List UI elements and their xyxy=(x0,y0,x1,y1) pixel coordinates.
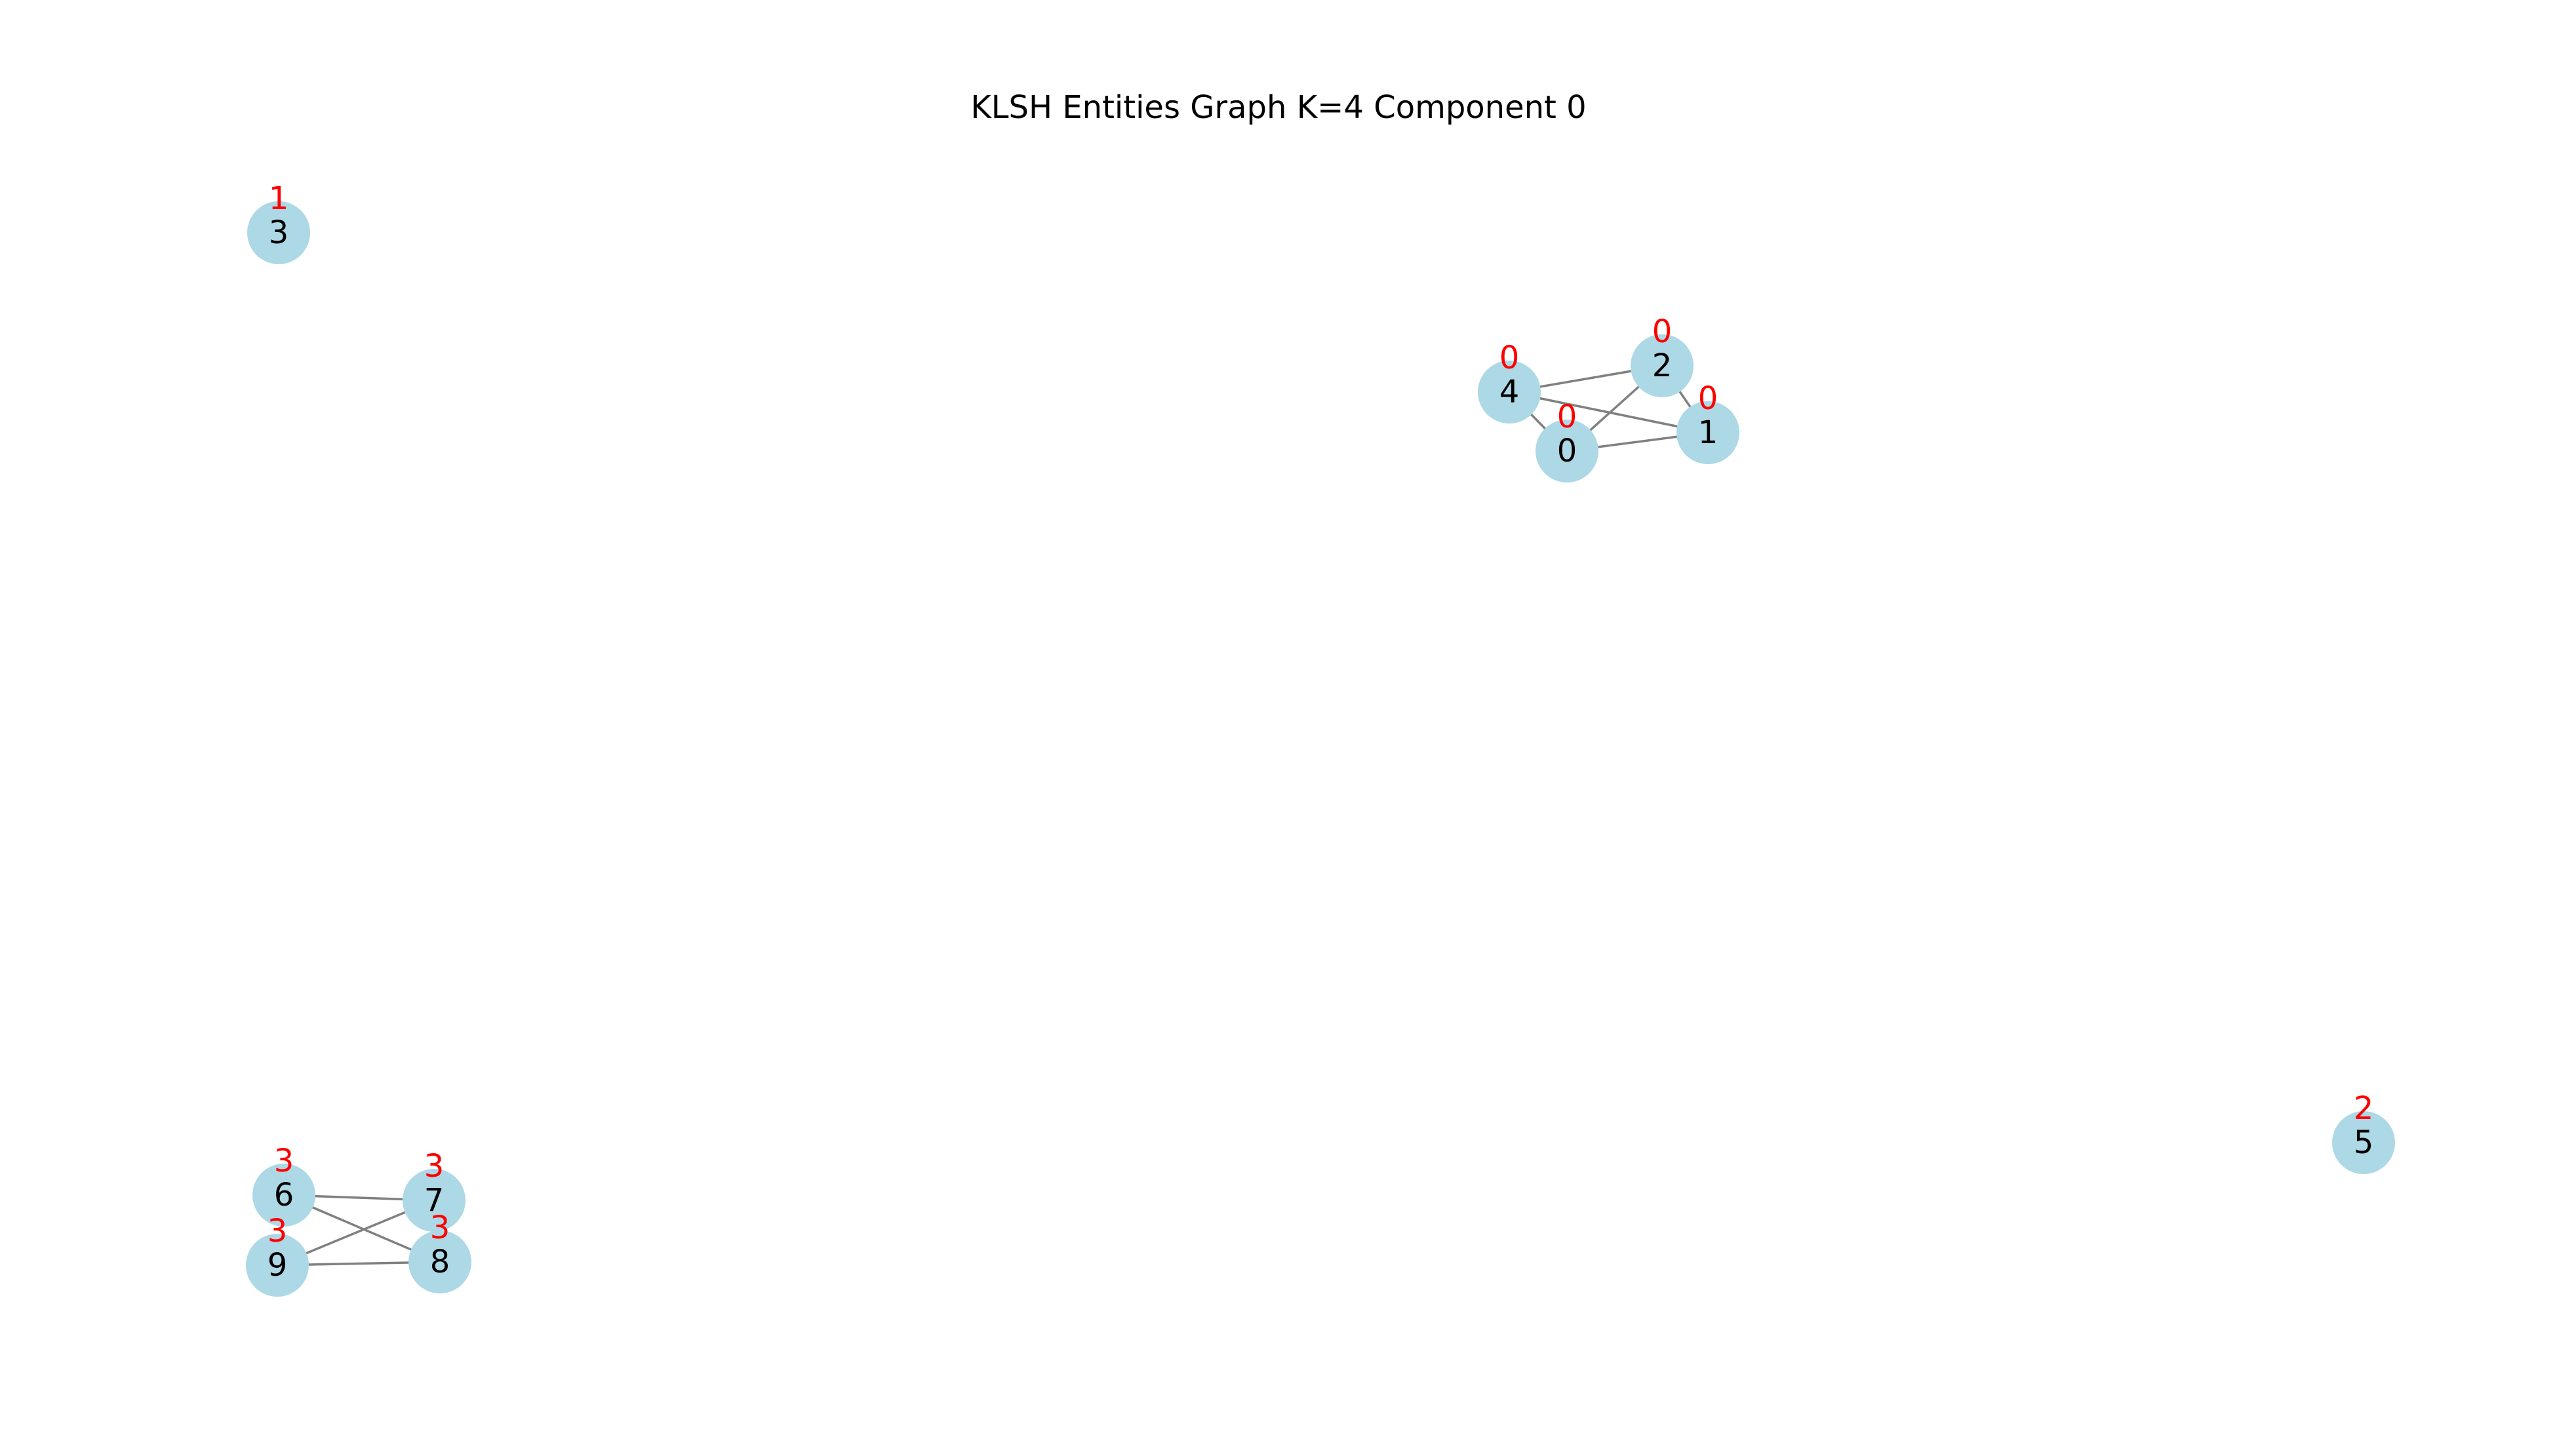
node-circle xyxy=(2332,1111,2395,1174)
node-label: 4 xyxy=(1499,374,1520,410)
node-label: 2 xyxy=(1652,347,1673,384)
node-circle xyxy=(246,1234,309,1297)
node-circle xyxy=(252,1164,315,1227)
node-1: 10 xyxy=(1676,380,1739,464)
node-3: 31 xyxy=(247,180,310,264)
node-9: 93 xyxy=(246,1213,309,1297)
node-4: 40 xyxy=(1478,340,1541,423)
node-circle xyxy=(1676,401,1739,464)
cluster-label: 1 xyxy=(269,180,289,217)
node-label: 6 xyxy=(274,1177,294,1213)
cluster-label: 3 xyxy=(424,1148,445,1185)
node-circle xyxy=(408,1230,471,1293)
cluster-label: 2 xyxy=(2354,1090,2374,1127)
node-label: 9 xyxy=(268,1247,288,1284)
node-circle xyxy=(1536,420,1598,482)
node-5: 52 xyxy=(2332,1090,2395,1174)
node-label: 7 xyxy=(424,1182,445,1219)
node-circle xyxy=(1631,334,1694,397)
node-2: 20 xyxy=(1631,313,1694,397)
node-6: 63 xyxy=(252,1143,315,1227)
node-0: 00 xyxy=(1536,399,1598,482)
node-label: 5 xyxy=(2354,1124,2374,1161)
node-label: 0 xyxy=(1557,433,1577,469)
node-7: 73 xyxy=(403,1148,466,1232)
cluster-label: 3 xyxy=(274,1143,294,1179)
graph-title: KLSH Entities Graph K=4 Component 0 xyxy=(970,89,1587,126)
node-circle xyxy=(247,201,310,264)
cluster-label: 0 xyxy=(1499,340,1520,376)
node-label: 8 xyxy=(430,1244,450,1280)
cluster-label: 0 xyxy=(1557,399,1577,435)
node-label: 1 xyxy=(1698,414,1718,451)
edges-layer xyxy=(277,364,1709,1267)
node-circle xyxy=(403,1169,466,1232)
node-circle xyxy=(1478,361,1541,423)
node-label: 3 xyxy=(269,214,289,251)
cluster-label: 3 xyxy=(268,1213,288,1249)
node-8: 83 xyxy=(408,1210,471,1293)
cluster-label: 3 xyxy=(430,1210,450,1246)
cluster-label: 0 xyxy=(1652,313,1673,350)
cluster-label: 0 xyxy=(1698,380,1718,417)
